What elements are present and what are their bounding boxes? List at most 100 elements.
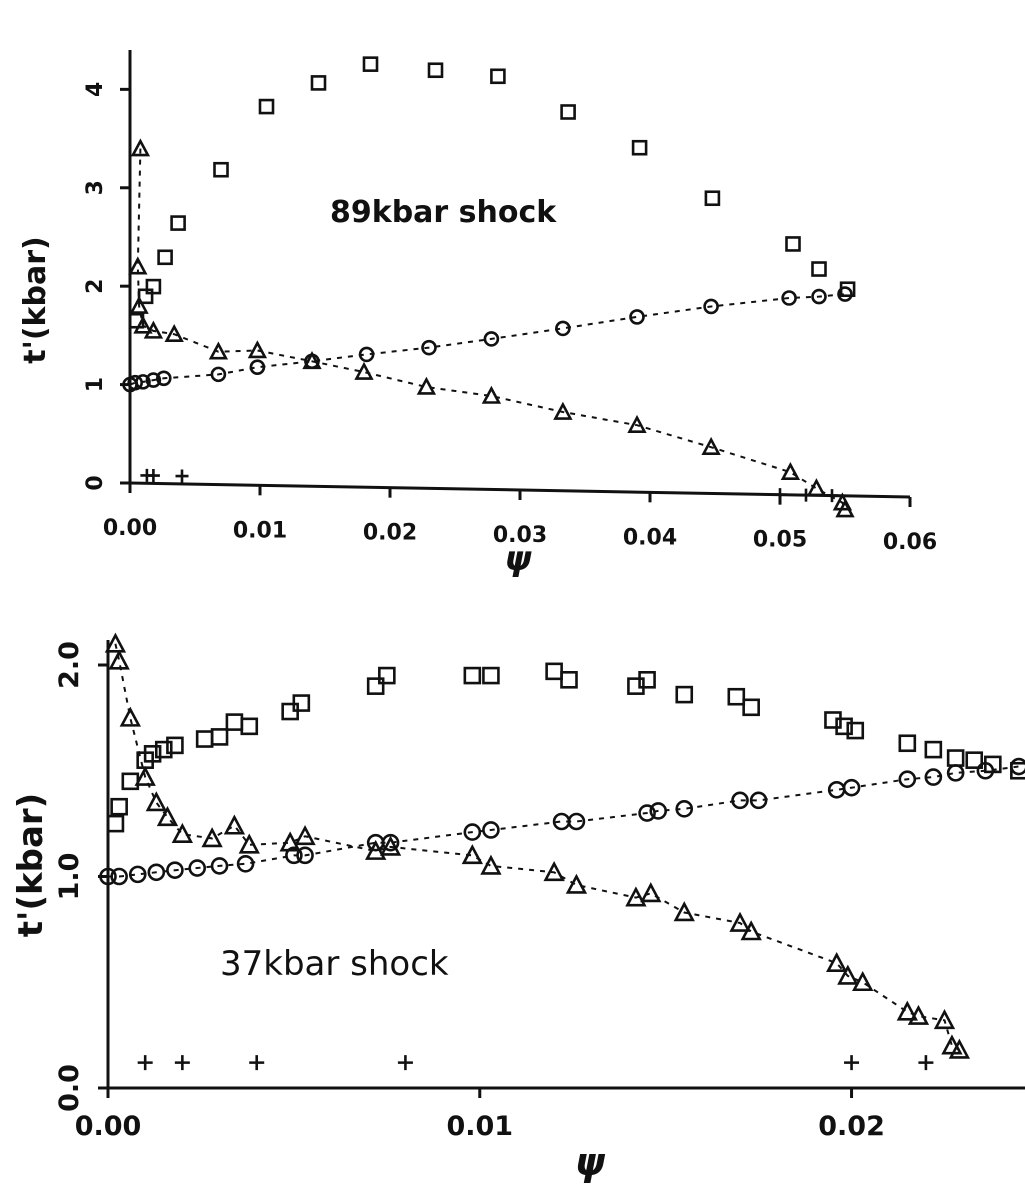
- top-circle-point: [781, 290, 797, 306]
- top-circle-point: [811, 288, 827, 305]
- bottom-circle-point: [1010, 757, 1025, 776]
- bottom-triangle-point: [826, 951, 848, 973]
- bottom-square-point: [143, 745, 162, 763]
- top-triangle-point: [130, 138, 151, 157]
- top-square-point: [362, 56, 379, 72]
- top-triangle-point: [128, 256, 148, 275]
- bottom-triangle-point: [480, 854, 502, 875]
- bottom-triangle-point: [238, 833, 260, 854]
- bottom-x-axis-title: ψ: [575, 1140, 606, 1184]
- top-circle-point: [210, 366, 227, 383]
- bottom-y-tick-label: 2.0: [54, 641, 85, 689]
- top-x-tick-label: 0.04: [623, 525, 677, 550]
- top-circle-point: [358, 346, 375, 363]
- bottom-circle-point: [731, 791, 749, 810]
- top-square-point: [811, 261, 827, 277]
- top-x-tick-label: 0.05: [753, 528, 807, 553]
- bottom-triangle-point: [223, 814, 246, 835]
- top-circle-point: [555, 320, 571, 337]
- top-triangle-point: [780, 461, 801, 481]
- top-triangle-point: [627, 414, 647, 433]
- bottom-y-tick-label: 1.0: [54, 853, 85, 901]
- bottom-plus-point: [137, 1055, 153, 1071]
- bottom-plus-point: [918, 1055, 934, 1071]
- bottom-connector-lines: [108, 643, 1019, 1051]
- top-y-tick-label: 0: [83, 475, 108, 490]
- bottom-triangle-point: [201, 827, 223, 848]
- bottom-square-point: [378, 666, 396, 685]
- top-x-axis-title: ψ: [505, 539, 533, 579]
- top-triangle-point: [354, 361, 374, 380]
- top-square-point: [213, 161, 229, 178]
- top-triangle-point: [806, 478, 827, 497]
- bottom-square-point: [110, 797, 128, 816]
- bottom-square-point: [846, 721, 865, 740]
- bottom-square-point: [965, 751, 984, 769]
- bottom-circle-point: [638, 804, 656, 822]
- bottom-triangle-point: [294, 825, 316, 846]
- bottom-square-point: [240, 717, 259, 736]
- top-square-point: [157, 249, 173, 266]
- bottom-plus-point: [249, 1055, 265, 1071]
- top-x-tick-label: 0.06: [883, 530, 937, 555]
- bottom-plus-point: [174, 1055, 190, 1071]
- bottom-triangle-point: [933, 1009, 956, 1030]
- bottom-x-tick-label: 0.02: [818, 1111, 885, 1142]
- top-triangle-point: [701, 436, 721, 455]
- bottom-triangle-point: [379, 835, 402, 856]
- bottom-circle-point: [898, 770, 917, 789]
- top-square-point: [560, 104, 576, 120]
- bottom-circle-point: [99, 867, 117, 886]
- bottom-y-tick-label: 0.0: [54, 1064, 85, 1112]
- top-y-axis-title: t'(kbar): [18, 236, 53, 363]
- bottom-triangle-point: [171, 822, 194, 844]
- bottom-square-point: [106, 814, 125, 833]
- bottom-chart-annotation: 37kbar shock: [220, 944, 449, 984]
- top-plus-point: [799, 488, 813, 502]
- top-square-point: [704, 190, 721, 207]
- bottom-square-point: [742, 698, 760, 717]
- bottom-triangle-point: [740, 920, 762, 941]
- bottom-triangle-point: [145, 791, 167, 812]
- bottom-square-point: [166, 736, 184, 755]
- top-triangle-point: [416, 376, 437, 395]
- top-square-point: [490, 68, 506, 85]
- bottom-circle-point: [675, 800, 694, 818]
- bottom-circle-point: [128, 865, 147, 884]
- top-triangle-point: [553, 401, 573, 420]
- top-triangle-point: [133, 315, 153, 334]
- top-square-point: [170, 215, 186, 231]
- top-triangle-point: [835, 499, 855, 518]
- bottom-circle-point: [567, 812, 586, 831]
- bottom-circle-point: [236, 855, 255, 873]
- bottom-circle-point: [296, 846, 314, 865]
- bottom-square-point: [898, 734, 917, 753]
- top-y-tick-label: 4: [83, 82, 108, 97]
- bottom-triangle-point: [896, 1000, 918, 1021]
- bottom-square-point: [560, 671, 578, 689]
- bottom-circle-point: [188, 859, 207, 877]
- top-data-markers: [122, 56, 856, 518]
- bottom-x-tick-label: 0.01: [446, 1111, 513, 1142]
- top-circle-point: [249, 359, 266, 375]
- bottom-plus-point: [844, 1055, 860, 1071]
- top-x-tick-label: 0.02: [363, 521, 417, 546]
- top-x-tick-label: 0.01: [233, 518, 287, 543]
- bottom-circle-point: [285, 846, 303, 865]
- top-circle-point: [483, 331, 500, 347]
- bottom-triangle-point: [134, 765, 156, 786]
- bottom-plus-point: [397, 1055, 413, 1071]
- bottom-square-point: [292, 694, 311, 712]
- top-plus-point: [146, 469, 160, 483]
- top-triangle-point: [208, 341, 229, 360]
- bottom-triangle-point: [543, 860, 565, 882]
- top-plus-point: [175, 469, 189, 483]
- top-triangle-point: [164, 323, 184, 343]
- top-x-tick-label: 0.03: [493, 523, 547, 548]
- bottom-triangle-point: [565, 873, 588, 894]
- bottom-chart-panel: 0.00 0.01 0.02 0.0 1.0 2.0 37kbar shock t'(kb…: [11, 632, 1025, 1184]
- top-square-point: [258, 98, 275, 115]
- bottom-triangle-point: [108, 649, 130, 670]
- top-y-tick-label: 1: [83, 377, 108, 392]
- bottom-triangle-point: [119, 706, 141, 727]
